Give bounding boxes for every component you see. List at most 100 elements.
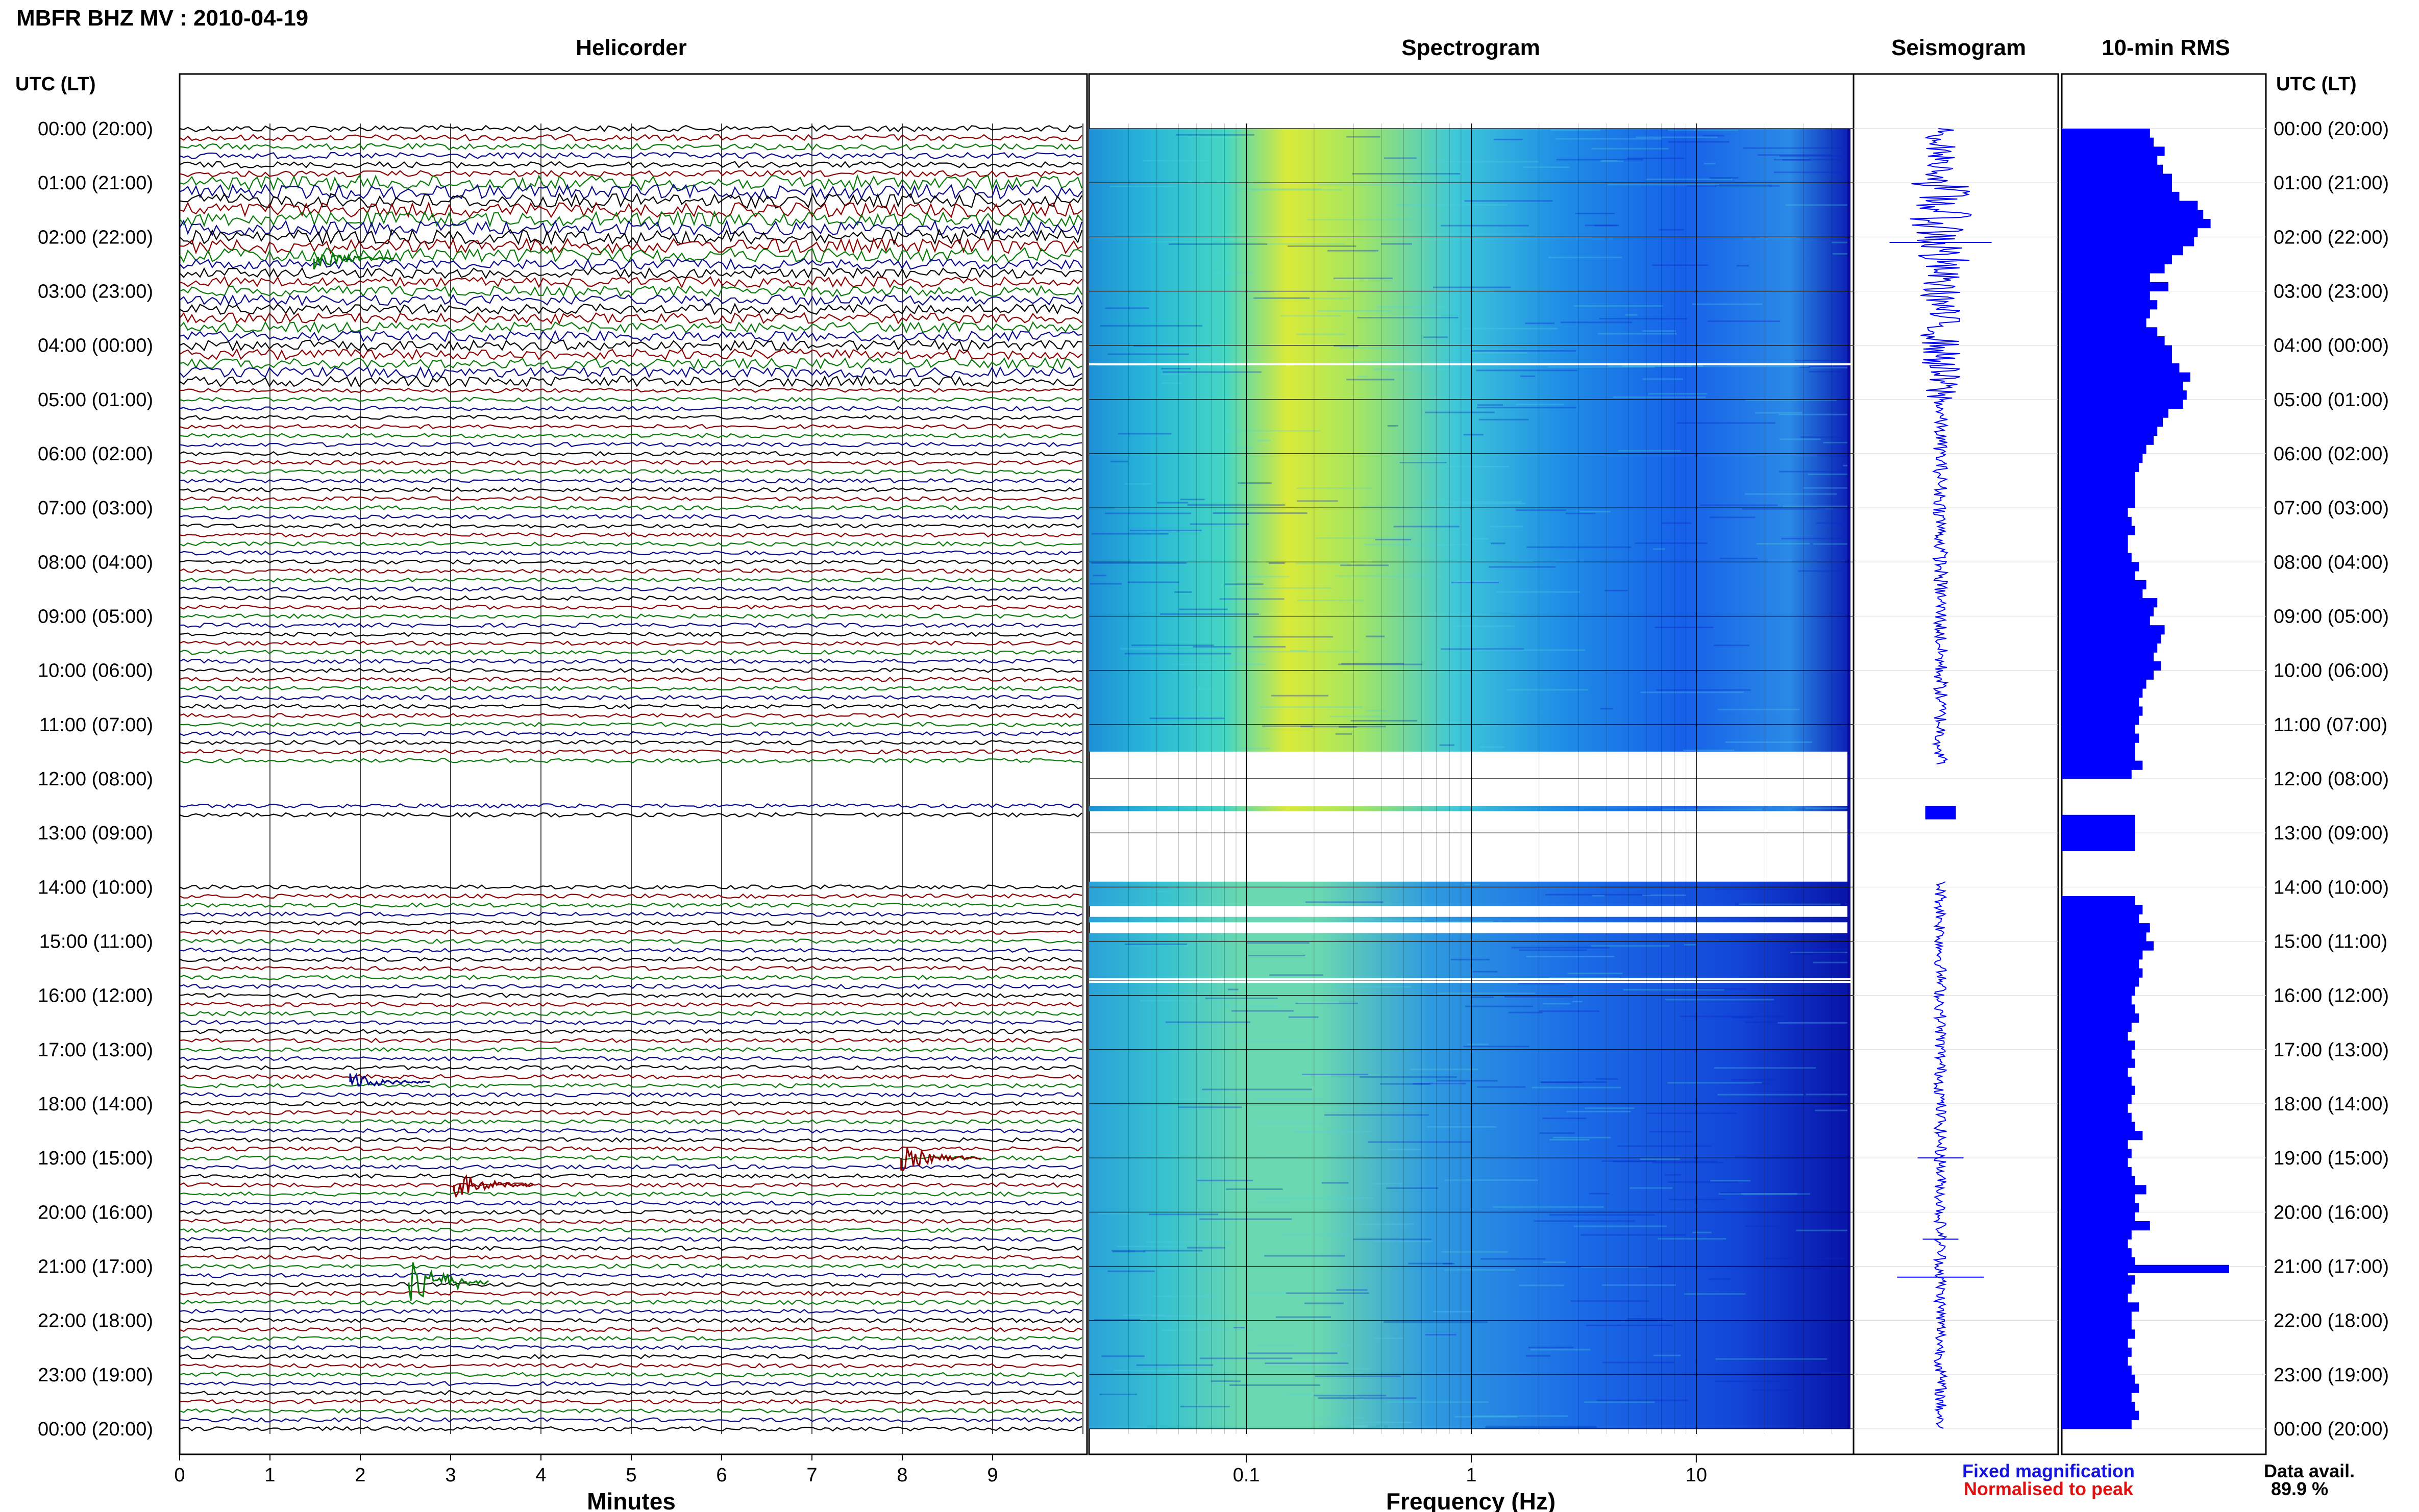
rms-bar bbox=[2062, 1302, 2139, 1312]
spectrogram-streak bbox=[1549, 977, 1620, 979]
time-label-right: 14:00 (10:00) bbox=[2274, 877, 2389, 898]
spectrogram-streak bbox=[1162, 1267, 1232, 1269]
spectrogram-streak bbox=[1599, 317, 1687, 319]
helicorder-trace bbox=[179, 1399, 1082, 1405]
helicorder-event bbox=[349, 1073, 430, 1087]
helicorder-trace bbox=[179, 1064, 1082, 1071]
spectrogram-streak bbox=[1339, 726, 1357, 728]
helicorder-tick-label: 4 bbox=[535, 1465, 546, 1486]
spectrogram-streak bbox=[1708, 320, 1781, 322]
time-label-left: 21:00 (17:00) bbox=[38, 1256, 153, 1278]
rms-bar bbox=[2062, 580, 2146, 589]
rms-bar bbox=[2062, 1329, 2135, 1339]
spectrogram-streak bbox=[1090, 583, 1122, 585]
time-label-left: 10:00 (06:00) bbox=[38, 660, 153, 682]
spectrogram-streak bbox=[1592, 895, 1605, 897]
rms-bar bbox=[2062, 751, 2135, 761]
time-label-right: 21:00 (17:00) bbox=[2274, 1256, 2389, 1278]
spectrogram-streak bbox=[1335, 575, 1442, 577]
spectrogram-streak bbox=[1307, 219, 1415, 221]
helicorder-trace bbox=[179, 321, 1082, 334]
spectrogram-streak bbox=[1386, 1187, 1439, 1189]
spectrogram-streak bbox=[1214, 1005, 1277, 1007]
spectrogram-streak bbox=[1567, 973, 1623, 975]
spectrogram-streak bbox=[1316, 537, 1414, 539]
spectrogram-streak bbox=[1263, 1156, 1300, 1158]
spectrogram-streak bbox=[1091, 533, 1169, 535]
spectrogram-tick-label: 1 bbox=[1466, 1465, 1476, 1486]
spectrogram-streak bbox=[1295, 562, 1349, 564]
spectrogram-streak bbox=[1160, 613, 1259, 615]
spectrogram-streak bbox=[1360, 1076, 1457, 1078]
spectrogram-streak bbox=[1799, 366, 1847, 368]
spectrogram-streak bbox=[1193, 646, 1286, 648]
rms-bar bbox=[2062, 1221, 2150, 1231]
spectrogram-streak bbox=[1477, 1086, 1526, 1088]
rms-bar bbox=[2062, 354, 2172, 364]
helicorder-trace bbox=[179, 228, 1083, 246]
spectrogram-streak bbox=[1292, 1130, 1372, 1132]
helicorder-trace bbox=[179, 677, 1082, 682]
spectrogram-streak bbox=[1219, 598, 1285, 600]
spectrogram-streak bbox=[1450, 958, 1490, 960]
spectrogram-streak bbox=[1579, 511, 1611, 513]
spectrogram-streak bbox=[1179, 608, 1228, 610]
helicorder-trace bbox=[179, 550, 1082, 556]
spectrogram-streak bbox=[1251, 189, 1343, 191]
helicorder-trace bbox=[179, 1372, 1082, 1378]
spectrogram-streak bbox=[1490, 526, 1523, 528]
spectrogram-streak bbox=[1124, 653, 1231, 655]
spectrogram-streak bbox=[1813, 961, 1847, 963]
time-axis-label-left: UTC (LT) bbox=[15, 73, 96, 95]
spectrogram-streak bbox=[1350, 720, 1417, 722]
rms-bar bbox=[2062, 1095, 2132, 1104]
helicorder-trace bbox=[179, 387, 1082, 393]
spectrogram-streak bbox=[1231, 1010, 1294, 1012]
spectrogram-streak bbox=[1709, 1278, 1731, 1280]
spectrogram-streak bbox=[1193, 688, 1213, 690]
spectrogram-streak bbox=[1453, 503, 1526, 505]
helicorder-trace bbox=[179, 1137, 1082, 1143]
helicorder-trace bbox=[179, 920, 1082, 926]
spectrogram-streak bbox=[1451, 582, 1499, 584]
helicorder-trace bbox=[179, 695, 1082, 701]
rms-bar bbox=[2062, 246, 2183, 256]
rms-panel bbox=[2061, 73, 2267, 1455]
rms-bar bbox=[2062, 426, 2158, 436]
seismogram-title: Seismogram bbox=[1891, 35, 2026, 60]
spectrogram-streak bbox=[1773, 159, 1840, 161]
spectrogram-streak bbox=[1439, 744, 1454, 746]
helicorder-trace bbox=[179, 929, 1082, 935]
spectrogram-streak bbox=[1271, 695, 1328, 697]
spectrogram-panel bbox=[1088, 73, 1855, 1455]
spectrogram-streak bbox=[1173, 1098, 1240, 1100]
spectrogram-streak bbox=[1548, 256, 1622, 258]
rms-bar bbox=[2062, 1393, 2132, 1402]
spectrogram-streak bbox=[1340, 347, 1413, 349]
time-label-right: 06:00 (02:00) bbox=[2274, 443, 2389, 465]
helicorder-tick-label: 3 bbox=[445, 1465, 456, 1486]
spectrogram-streak bbox=[1653, 1354, 1681, 1356]
spectrogram-streak bbox=[1573, 305, 1663, 307]
spectrogram-streak bbox=[1553, 1136, 1611, 1138]
helicorder-trace bbox=[179, 183, 1082, 200]
spectrogram-streak bbox=[1120, 648, 1168, 650]
helicorder-x-axis: 0 1 2 3 4 5 6 7 8 9 bbox=[174, 1454, 998, 1486]
spectrogram-streak bbox=[1519, 949, 1587, 951]
spectrogram-streak bbox=[1765, 1257, 1845, 1259]
spectrogram-streak bbox=[1570, 1300, 1649, 1302]
helicorder-trace bbox=[179, 1155, 1082, 1161]
rms-bar bbox=[2062, 1185, 2146, 1195]
time-label-right: 00:00 (20:00) bbox=[2274, 118, 2389, 140]
helicorder-trace bbox=[179, 541, 1082, 547]
spectrogram-streak bbox=[1714, 645, 1749, 647]
rms-bar bbox=[2062, 508, 2128, 517]
helicorder-trace bbox=[179, 258, 1082, 270]
helicorder-trace bbox=[179, 1209, 1082, 1215]
spectrogram-streak bbox=[1180, 499, 1205, 501]
spectrogram-streak bbox=[1213, 512, 1307, 514]
spectrogram-streak bbox=[1516, 404, 1564, 406]
spectrogram-streak bbox=[1281, 1233, 1351, 1235]
rms-bar bbox=[2062, 318, 2146, 328]
spectrogram-streak bbox=[1104, 512, 1191, 514]
